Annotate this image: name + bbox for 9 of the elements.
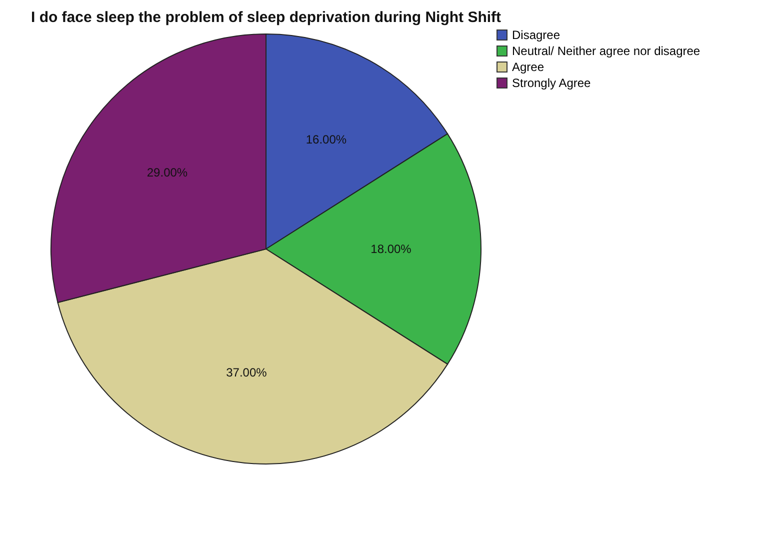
data-label: 16.00%	[306, 132, 347, 146]
chart-title: I do face sleep the problem of sleep deprivation during Night Shift	[30, 9, 502, 26]
data-label: 18.00%	[370, 242, 412, 256]
data-label: 29.00%	[146, 165, 188, 180]
legend-label: Neutral/ Neither agree nor disagree	[512, 44, 700, 58]
legend-label: Strongly Agree	[512, 76, 592, 90]
legend-label: Disagree	[512, 28, 560, 42]
legend-label: Agree	[512, 60, 544, 74]
data-label: 37.00%	[226, 365, 268, 380]
